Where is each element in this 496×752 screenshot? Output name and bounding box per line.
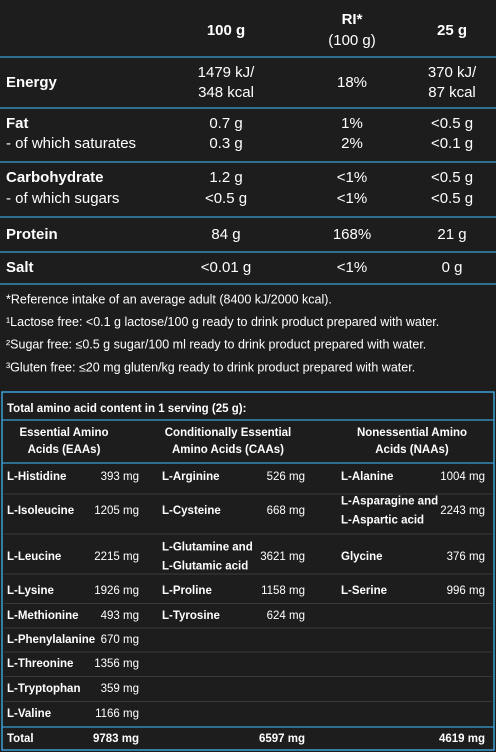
cell: <0.5 g (205, 190, 247, 207)
footnote: ²Sugar free: ≤0.5 g sugar/100 ml ready t… (6, 338, 426, 352)
cell: <0.5 g (431, 169, 473, 186)
cell: <0.1 g (431, 135, 473, 152)
cell: 18% (337, 74, 367, 91)
amino-name: L-Phenylalanine (7, 634, 95, 646)
cell: 84 g (211, 226, 240, 243)
cell: 370 kJ/ (428, 64, 477, 81)
amino-name: L-Serine (341, 585, 387, 597)
amino-value: 668 mg (267, 505, 305, 517)
amino-name: L-Proline (162, 585, 212, 597)
cell: 2% (341, 135, 363, 152)
amino-header: Conditionally Essential (165, 427, 292, 439)
column-header: 100 g (207, 22, 245, 39)
cell: 1479 kJ/ (198, 64, 256, 81)
cell: <1% (337, 259, 367, 276)
amino-value: 1166 mg (95, 708, 139, 720)
total-value: 9783 mg (93, 733, 139, 745)
cell: <1% (337, 190, 367, 207)
amino-header: Nonessential Amino (357, 427, 467, 439)
amino-value: 2243 mg (440, 505, 485, 517)
amino-name: L-Isoleucine (7, 505, 74, 517)
amino-value: 376 mg (447, 551, 485, 563)
amino-name: L-Tyrosine (162, 610, 220, 622)
row-label: - of which sugars (6, 190, 119, 207)
amino-name: L-Glutamine and (162, 542, 253, 554)
amino-header: Essential Amino (19, 427, 108, 439)
amino-value: 359 mg (101, 683, 139, 695)
cell: 0.3 g (209, 135, 242, 152)
amino-header: Acids (NAAs) (375, 444, 449, 456)
row-label: Protein (6, 226, 58, 243)
cell: 87 kcal (428, 84, 476, 101)
amino-name: L-Asparagine and (341, 496, 438, 508)
amino-value: 996 mg (447, 585, 485, 597)
cell: <1% (337, 169, 367, 186)
row-label: Energy (6, 74, 58, 91)
amino-title: Total amino acid content in 1 serving (2… (7, 403, 246, 415)
amino-name: L-Valine (7, 708, 51, 720)
amino-value: 1205 mg (94, 505, 139, 517)
amino-value: 670 mg (101, 634, 139, 646)
amino-name: L-Tryptophan (7, 683, 80, 695)
amino-value: 1356 mg (94, 658, 139, 670)
row-label: Fat (6, 115, 29, 132)
amino-header: Acids (EAAs) (28, 444, 101, 456)
amino-value: 1926 mg (94, 585, 139, 597)
column-header: 25 g (437, 22, 467, 39)
amino-value: 2215 mg (94, 551, 139, 563)
cell: <0.01 g (201, 259, 251, 276)
cell: <0.5 g (431, 190, 473, 207)
amino-name: L-Leucine (7, 551, 61, 563)
amino-name: L-Arginine (162, 471, 220, 483)
footnote: ³Gluten free: ≤20 mg gluten/kg ready to … (6, 360, 415, 374)
footnote: ¹Lactose free: <0.1 g lactose/100 g read… (6, 315, 439, 329)
total-value: 4619 mg (439, 733, 485, 745)
amino-name: L-Histidine (7, 471, 66, 483)
amino-name: L-Methionine (7, 610, 79, 622)
amino-value: 526 mg (267, 471, 305, 483)
row-label: Salt (6, 259, 34, 276)
amino-box (1, 391, 495, 751)
amino-name: Glycine (341, 551, 383, 563)
amino-name: L-Glutamic acid (162, 561, 248, 573)
amino-value: 393 mg (101, 471, 139, 483)
amino-value: 1004 mg (440, 471, 485, 483)
amino-value: 493 mg (101, 610, 139, 622)
cell: 348 kcal (198, 84, 254, 101)
footnote: *Reference intake of an average adult (8… (6, 292, 332, 306)
amino-name: L-Alanine (341, 471, 393, 483)
row-label: Carbohydrate (6, 169, 104, 186)
amino-value: 1158 mg (261, 585, 305, 597)
column-header: RI* (342, 11, 363, 28)
cell: 1% (341, 115, 363, 132)
cell: 0.7 g (209, 115, 242, 132)
amino-name: L-Aspartic acid (341, 515, 424, 527)
amino-value: 624 mg (267, 610, 305, 622)
amino-value: 3621 mg (260, 551, 305, 563)
cell: 0 g (442, 259, 463, 276)
total-value: 6597 mg (259, 733, 305, 745)
row-label: - of which saturates (6, 135, 136, 152)
total-label: Total (7, 733, 34, 745)
amino-name: L-Lysine (7, 585, 54, 597)
cell: 1.2 g (209, 169, 242, 186)
amino-name: L-Cysteine (162, 505, 221, 517)
cell: 168% (333, 226, 371, 243)
amino-name: L-Threonine (7, 658, 73, 670)
amino-header: Amino Acids (CAAs) (172, 444, 284, 456)
cell: <0.5 g (431, 115, 473, 132)
column-subheader: (100 g) (328, 32, 376, 49)
cell: 21 g (437, 226, 466, 243)
